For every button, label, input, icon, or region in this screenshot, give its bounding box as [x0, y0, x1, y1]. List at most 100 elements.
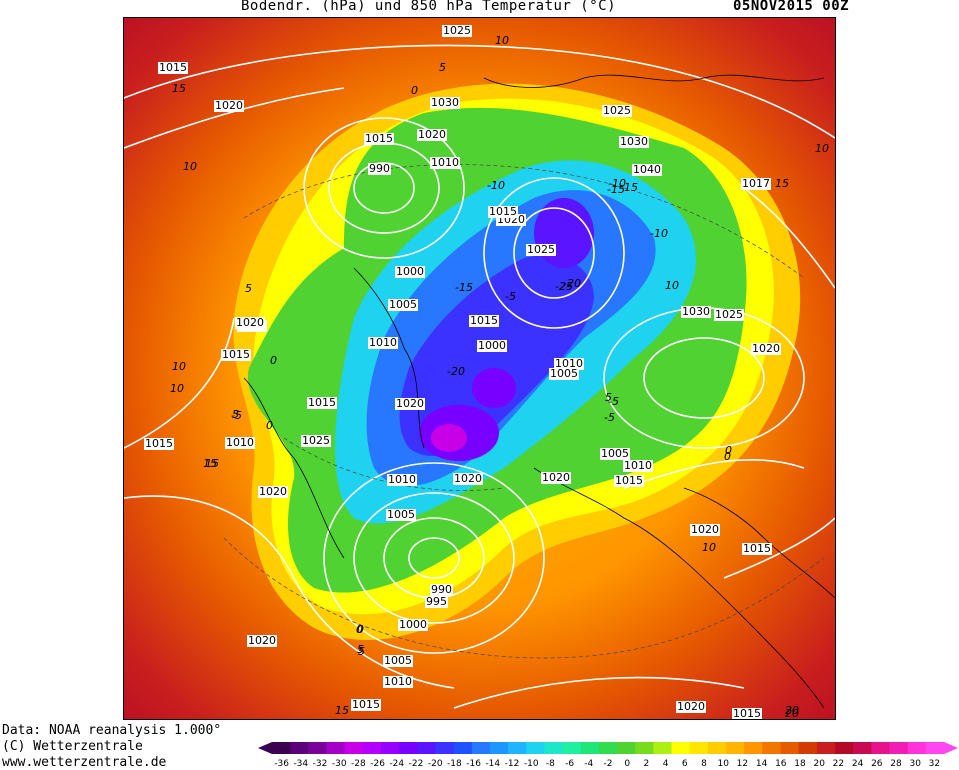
- isobar-label: 1020: [247, 634, 277, 647]
- chart-title-bar: Bodendr. (hPa) und 850 hPa Temperatur (°…: [0, 0, 959, 18]
- scale-swatch: [362, 742, 382, 754]
- scale-swatch: [925, 742, 945, 754]
- isobar-label: 1020: [676, 700, 706, 713]
- scale-tick-label: 16: [775, 759, 787, 768]
- isobar-label: 995: [425, 595, 448, 608]
- scale-tick-label: -4: [584, 759, 593, 768]
- scale-tick-label: -26: [370, 759, 385, 768]
- temp-label: 10: [170, 382, 184, 395]
- scale-tick-label: 30: [909, 759, 921, 768]
- temp-label: 15: [205, 457, 219, 470]
- temp-label: 5: [357, 643, 364, 656]
- isobar-label: 1015: [158, 61, 188, 74]
- temp-label: -5: [505, 290, 516, 303]
- scale-swatch: [816, 742, 836, 754]
- scale-tick-label: -30: [332, 759, 347, 768]
- scale-tick-label: 24: [852, 759, 864, 768]
- scale-swatch: [562, 742, 582, 754]
- chart-date: 05NOV2015 00Z: [733, 0, 850, 14]
- isobar-label: 1015: [364, 132, 394, 145]
- isobar-label: 1017: [741, 177, 771, 190]
- scale-tick-label: 8: [701, 759, 707, 768]
- scale-tick-label: -32: [313, 759, 328, 768]
- isobar-label: 1025: [602, 104, 632, 117]
- scale-tick-label: -16: [466, 759, 481, 768]
- isobar-label: 1015: [614, 474, 644, 487]
- isobar-label: 1000: [398, 618, 428, 631]
- temp-label: 0: [270, 354, 277, 367]
- scale-swatch: [489, 742, 509, 754]
- scale-tick-label: 6: [682, 759, 688, 768]
- footer-data-source: Data: NOAA reanalysis 1.000°: [2, 723, 222, 738]
- isobar-label: 1020: [417, 128, 447, 141]
- scale-swatch: [435, 742, 455, 754]
- temp-label: 5: [245, 282, 252, 295]
- isobar-label: 1020: [541, 471, 571, 484]
- isobar-label: 1020: [258, 485, 288, 498]
- scale-swatch: [780, 742, 800, 754]
- isobar-label: 1015: [351, 698, 381, 711]
- coastlines: [243, 74, 835, 709]
- scale-swatch: [471, 742, 491, 754]
- scale-swatch: [598, 742, 618, 754]
- temp-label: -15: [455, 281, 473, 294]
- color-scale-canvas: -36 -34 -32 -30 -28 -26 -24 -22 -20 -18 -16 -14 -12-…: [258, 742, 958, 768]
- temp-label: 10: [702, 541, 716, 554]
- scale-tick-label: 28: [890, 759, 902, 768]
- scale-swatch: [508, 742, 527, 754]
- temp-label: -10: [650, 227, 668, 240]
- isobar-label: 1015: [732, 707, 762, 720]
- isobar-label: 1030: [430, 96, 460, 109]
- temp-label: -20: [447, 365, 465, 378]
- scale-swatch: [617, 742, 636, 754]
- temp-label: 5: [439, 61, 446, 74]
- scale-swatch: [526, 742, 545, 754]
- scale-swatch: [762, 742, 782, 754]
- scale-tick-label: 20: [813, 759, 825, 768]
- scale-swatch: [907, 742, 927, 754]
- scale-tick-label: -18: [447, 759, 462, 768]
- temp-label: 0: [411, 84, 418, 97]
- temp-label: -10: [487, 179, 505, 192]
- isobar-label: 1030: [681, 305, 711, 318]
- temp-label: 10: [172, 360, 186, 373]
- scale-tick-label: -28: [351, 759, 366, 768]
- temp-label: -5: [608, 395, 619, 408]
- scale-arrow-right: [944, 742, 958, 754]
- scale-tick-label: 2: [644, 759, 650, 768]
- temperature-contours: [223, 164, 825, 659]
- scale-swatch: [308, 742, 327, 754]
- isobar-label: 1020: [214, 99, 244, 112]
- scale-swatch: [853, 742, 872, 754]
- isobar-label: 1010: [387, 473, 417, 486]
- scale-swatch: [707, 742, 727, 754]
- scale-swatch: [453, 742, 473, 754]
- scale-swatch: [635, 742, 654, 754]
- temp-label: 0: [356, 623, 363, 636]
- temp-label: -15: [620, 181, 638, 194]
- temp-label: -20: [563, 277, 581, 290]
- scale-tick-label: 18: [794, 759, 806, 768]
- footer-website[interactable]: www.wetterzentrale.de: [2, 755, 167, 770]
- temp-label: -10: [608, 177, 626, 190]
- scale-tick-label: -14: [485, 759, 500, 768]
- scale-swatch: [544, 742, 564, 754]
- scale-tick-label: -12: [505, 759, 520, 768]
- weather-map: 1025 1015 1020 1030 1025 1030 1040 1015 …: [123, 17, 836, 720]
- scale-tick-label: 32: [929, 759, 940, 768]
- scale-swatch: [671, 742, 691, 754]
- isobar-label: 1010: [623, 459, 653, 472]
- isobar-label: 990: [368, 162, 391, 175]
- scale-swatch: [798, 742, 818, 754]
- scale-swatch: [889, 742, 909, 754]
- scale-swatch: [326, 742, 346, 754]
- scale-swatch: [272, 742, 291, 754]
- isobar-label: 1000: [395, 265, 425, 278]
- weather-map-canvas: [124, 18, 835, 719]
- isobar-label: 1020: [690, 523, 720, 536]
- scale-tick-label: -8: [546, 759, 555, 768]
- isobar-label: 1015: [488, 205, 518, 218]
- temp-label: 10: [183, 160, 197, 173]
- scale-swatch: [580, 742, 600, 754]
- scale-swatch: [399, 742, 418, 754]
